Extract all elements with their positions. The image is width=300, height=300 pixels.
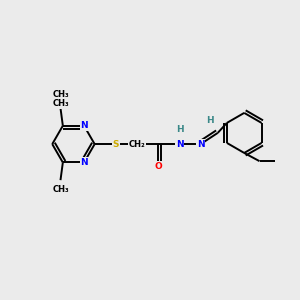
Text: CH₂: CH₂ (129, 140, 146, 148)
Text: N: N (80, 121, 88, 130)
Text: CH₃: CH₃ (52, 99, 69, 108)
Text: N: N (197, 140, 205, 148)
Text: N: N (80, 158, 88, 167)
Text: N: N (176, 140, 183, 148)
Text: O: O (154, 162, 162, 171)
Text: H: H (176, 125, 183, 134)
Text: CH₃: CH₃ (52, 90, 69, 99)
Text: CH₃: CH₃ (52, 185, 69, 194)
Text: H: H (206, 116, 213, 125)
Text: S: S (112, 140, 119, 148)
